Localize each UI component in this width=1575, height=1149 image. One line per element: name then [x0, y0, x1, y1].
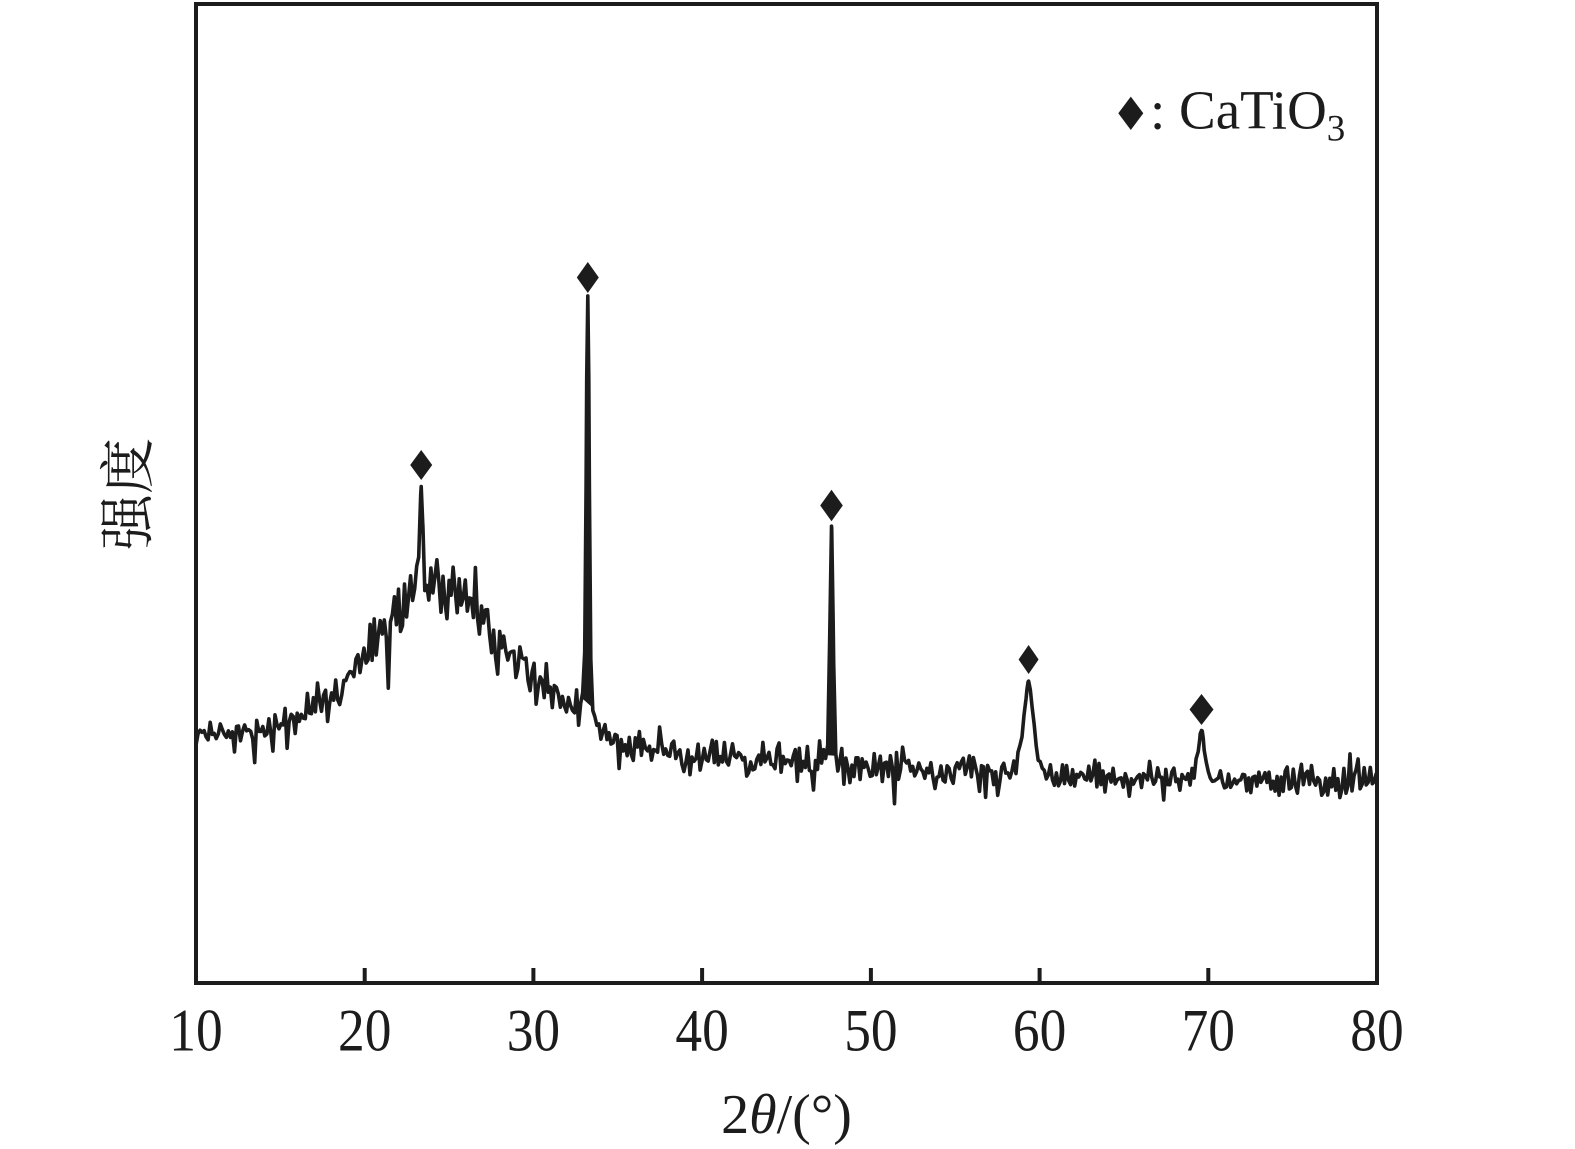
svg-text:2θ/(°): 2θ/(°): [721, 1084, 852, 1146]
svg-text:60: 60: [1013, 997, 1066, 1064]
svg-text:40: 40: [675, 997, 728, 1064]
svg-text:10: 10: [169, 997, 222, 1064]
svg-text:30: 30: [507, 997, 560, 1064]
svg-text:80: 80: [1350, 997, 1403, 1064]
svg-text:70: 70: [1182, 997, 1235, 1064]
svg-text:: CaTiO3: : CaTiO3: [1150, 80, 1345, 150]
svg-text:20: 20: [338, 997, 391, 1064]
svg-text:50: 50: [844, 997, 897, 1064]
